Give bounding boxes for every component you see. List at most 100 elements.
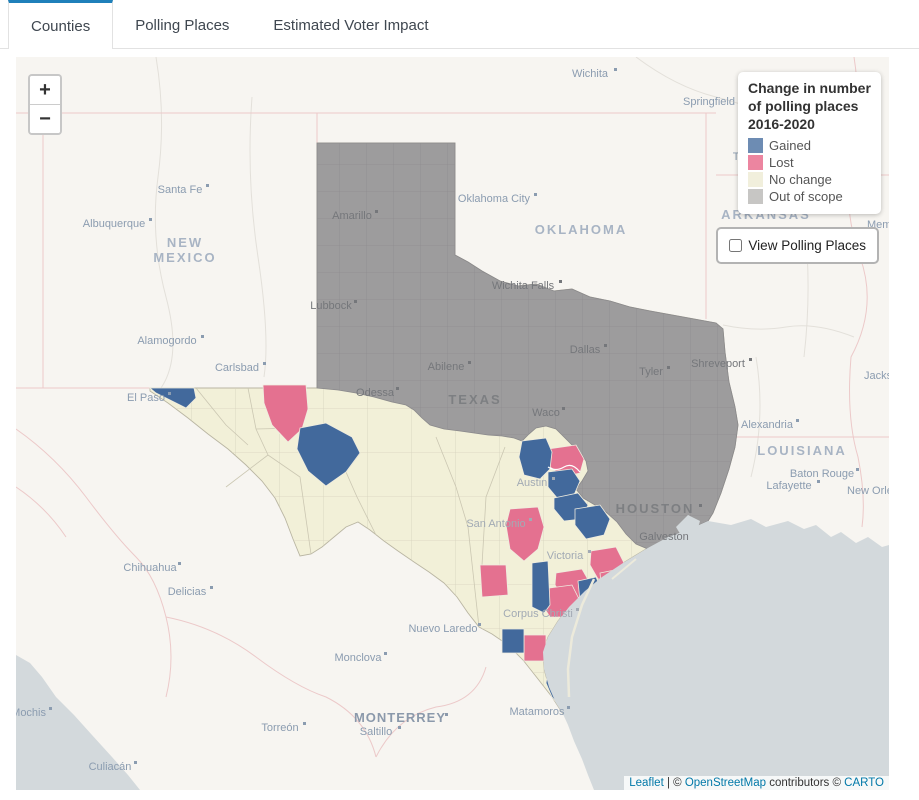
openstreetmap-link[interactable]: OpenStreetMap: [684, 777, 766, 789]
map-label-saltillo: Saltillo: [360, 726, 392, 738]
map-label-baton-rouge: Baton Rouge: [790, 468, 854, 480]
map-label-louisiana: LOUISIANA: [757, 443, 847, 458]
map-label-oklahoma: OKLAHOMA: [535, 222, 628, 237]
map-label-victoria: Victoria: [547, 550, 584, 562]
county-gained[interactable]: [148, 387, 197, 409]
tab-estimated-voter-impact[interactable]: Estimated Voter Impact: [251, 0, 450, 48]
zoom-out-button[interactable]: −: [30, 105, 60, 133]
map-legend: Change in number of polling places 2016-…: [738, 72, 881, 214]
map-label-jackson: Jackson: [864, 370, 889, 382]
leaflet-link[interactable]: Leaflet: [629, 777, 664, 789]
map-label-wichita: Wichita: [572, 68, 609, 80]
map-label-amarillo: Amarillo: [332, 210, 372, 222]
tab-bar: Counties Polling Places Estimated Voter …: [0, 0, 919, 49]
map-attribution: Leaflet | © OpenStreetMap contributors ©…: [624, 776, 889, 790]
map-label-monterrey: MONTERREY: [354, 710, 446, 725]
county-gained[interactable]: [501, 628, 525, 654]
view-polling-places-control[interactable]: View Polling Places: [716, 227, 879, 264]
map-label-los-mochis: Los Mochis: [16, 707, 46, 719]
river-line: [154, 57, 174, 389]
county-lost[interactable]: [523, 634, 547, 662]
map-labels: Wichita Springfield Tulsa Santa Fe Oklah…: [16, 68, 889, 773]
attribution-contributors: contributors ©: [766, 777, 845, 789]
barrier-island: [566, 578, 596, 698]
map-label-lubbock: Lubbock: [310, 300, 352, 312]
county-gained[interactable]: [296, 422, 361, 487]
county-gained[interactable]: [574, 504, 611, 540]
legend-item-out-of-scope: Out of scope: [748, 188, 871, 204]
river-line: [722, 324, 855, 338]
map-label-lafayette: Lafayette: [766, 480, 811, 492]
corpus-christi-bay: [572, 597, 594, 619]
map-label-waco: Waco: [532, 407, 560, 419]
map-label-wichita-falls: Wichita Falls: [492, 280, 555, 292]
map-label-carlsbad: Carlsbad: [215, 362, 259, 374]
map-label-galveston: Galveston: [639, 531, 689, 543]
gulf-of-california: [16, 655, 140, 790]
county-lost[interactable]: [262, 384, 309, 443]
tab-polling-places-label: Polling Places: [135, 17, 230, 34]
galveston-bay: [676, 515, 700, 537]
view-polling-places-label: View Polling Places: [748, 238, 866, 253]
river-border: [547, 464, 581, 473]
legend-item-lost: Lost: [748, 154, 871, 170]
map-label-culiacan: Culiacán: [89, 761, 132, 773]
map-label-albuquerque: Albuquerque: [83, 218, 145, 230]
map-label-tyler: Tyler: [639, 366, 663, 378]
county-gained[interactable]: [531, 560, 551, 614]
zoom-control: + −: [28, 74, 62, 135]
map-label-monclova: Monclova: [334, 652, 382, 664]
map-label-el-paso: El Paso: [127, 392, 165, 404]
county-lost[interactable]: [505, 506, 545, 562]
map-label-santa-fe: Santa Fe: [158, 184, 203, 196]
map-label-odessa: Odessa: [356, 387, 395, 399]
map-label-oklahoma-city: Oklahoma City: [458, 193, 531, 205]
state-border: [16, 428, 172, 698]
legend-label-gained: Gained: [769, 137, 811, 153]
legend-item-no-change: No change: [748, 171, 871, 187]
county-gained[interactable]: [518, 437, 553, 480]
county-grid-gray: [317, 143, 738, 549]
tab-counties[interactable]: Counties: [8, 0, 114, 49]
county-lost[interactable]: [479, 564, 509, 598]
tab-polling-places[interactable]: Polling Places: [113, 0, 251, 48]
view-polling-places-checkbox[interactable]: [729, 239, 743, 252]
map-label-new-mexico: NEW: [167, 235, 203, 250]
map-label-san-antonio: San Antonio: [466, 518, 525, 530]
zoom-in-button[interactable]: +: [30, 76, 60, 105]
map-label-houston: HOUSTON: [616, 501, 695, 516]
state-border: [16, 486, 67, 538]
map-label-austin: Austin: [517, 477, 548, 489]
map-label-abilene: Abilene: [428, 361, 465, 373]
map-label-texas: TEXAS: [448, 392, 501, 407]
tab-counties-label: Counties: [31, 17, 91, 35]
map-label-shreveport: Shreveport: [691, 358, 745, 370]
legend-swatch-gained: [748, 137, 763, 153]
map-label-matamoros: Matamoros: [509, 706, 565, 718]
map-label-alamogordo: Alamogordo: [137, 335, 196, 347]
map-label-corpus-christi: Corpus Christi: [503, 608, 573, 620]
map-label-springfield: Springfield: [683, 96, 735, 108]
legend-swatch-no-change: [748, 171, 763, 187]
attribution-separator: | ©: [663, 777, 685, 789]
river-line: [249, 96, 267, 378]
map-label-torreon: Torreón: [261, 722, 298, 734]
state-border: [375, 666, 487, 758]
legend-item-gained: Gained: [748, 137, 871, 153]
map-label-dallas: Dallas: [570, 344, 601, 356]
map-label-chihuahua: Chihuahua: [123, 562, 177, 574]
legend-title: Change in number of polling places 2016-…: [748, 80, 871, 132]
legend-swatch-out-of-scope: [748, 188, 763, 204]
map-container[interactable]: Wichita Springfield Tulsa Santa Fe Oklah…: [16, 57, 889, 790]
legend-label-out-of-scope: Out of scope: [769, 188, 843, 204]
map-label-alexandria: Alexandria: [741, 419, 794, 431]
legend-label-lost: Lost: [769, 154, 794, 170]
map-label-new-orleans: New Orleans: [847, 485, 889, 497]
map-label-nuevo-laredo: Nuevo Laredo: [408, 623, 477, 635]
legend-swatch-lost: [748, 154, 763, 170]
map-label-delicias: Delicias: [168, 586, 207, 598]
carto-link[interactable]: CARTO: [844, 777, 884, 789]
barrier-island: [611, 558, 637, 580]
tab-estimated-voter-impact-label: Estimated Voter Impact: [273, 17, 429, 34]
